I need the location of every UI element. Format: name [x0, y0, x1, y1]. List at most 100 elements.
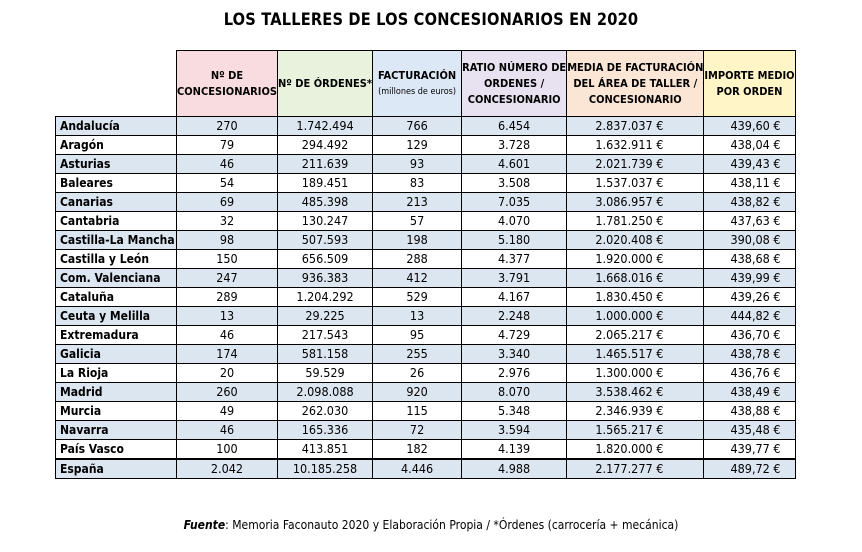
- facturacion-cell: 288: [372, 249, 463, 269]
- facturacion-cell: 920: [372, 382, 463, 402]
- concesionarios-cell: 20: [176, 363, 278, 383]
- header-line: CONCESIONARIOS: [177, 84, 277, 98]
- concesionarios-cell: 174: [176, 344, 278, 364]
- header-line: FACTURACIÓN: [378, 68, 457, 82]
- region-cell: Andalucía: [55, 116, 177, 136]
- table-row: Madrid 260 2.098.088 920 8.070 3.538.462 €438…: [55, 382, 796, 402]
- ratio-cell: 8.070: [461, 382, 568, 402]
- region-cell: Galicia: [55, 344, 177, 364]
- header-line: IMPORTE MEDIO: [704, 68, 795, 82]
- ordenes-cell: 2.098.088: [276, 382, 374, 402]
- importe-cell: 436,76 €: [703, 363, 796, 383]
- region-cell: Castilla y León: [55, 249, 177, 269]
- region-cell: Ceuta y Melilla: [55, 306, 177, 326]
- header-line: Nº DE ÓRDENES*: [277, 76, 373, 90]
- media-cell: 2.837.037 €: [566, 116, 705, 136]
- table-row: Com. Valenciana 247 936.383 412 3.791 1.668.0…: [55, 268, 796, 288]
- table-row: País Vasco 100 413.851 182 4.139 1.820.000 €4…: [55, 439, 796, 460]
- concesionarios-cell: 46: [176, 154, 278, 174]
- concesionarios-cell: 289: [176, 287, 278, 307]
- media-cell: 1.465.517 €: [566, 344, 705, 364]
- facturacion-cell: 255: [372, 344, 463, 364]
- ratio-cell: 3.594: [461, 420, 568, 440]
- ratio-cell: 3.340: [461, 344, 568, 364]
- importe-cell: 439,77 €: [703, 439, 796, 460]
- ordenes-cell: 936.383: [276, 268, 374, 288]
- importe-cell: 439,99 €: [703, 268, 796, 288]
- ordenes-cell: 211.639: [276, 154, 374, 174]
- header-line: DEL ÁREA DE TALLER /: [573, 76, 698, 90]
- facturacion-cell: 129: [372, 135, 463, 155]
- table-row: Ceuta y Melilla 13 29.225 13 2.248 1.000.000 …: [55, 306, 796, 326]
- region-cell: Canarias: [55, 192, 177, 212]
- media-cell: 3.538.462 €: [566, 382, 705, 402]
- table-row: Cataluña 289 1.204.292 529 4.167 1.830.450 €4…: [55, 287, 796, 307]
- ratio-cell: 7.035: [461, 192, 568, 212]
- media-cell: 2.065.217 €: [566, 325, 705, 345]
- importe-cell: 438,68 €: [703, 249, 796, 269]
- concesionarios-cell: 150: [176, 249, 278, 269]
- importe-cell: 438,78 €: [703, 344, 796, 364]
- ordenes-cell: 294.492: [276, 135, 374, 155]
- ratio-cell: 4.729: [461, 325, 568, 345]
- facturacion-cell: 4.446: [372, 458, 463, 479]
- table-row: Cantabria 32 130.247 57 4.070 1.781.250 €437,…: [55, 211, 796, 231]
- facturacion-cell: 182: [372, 439, 463, 460]
- ordenes-cell: 413.851: [276, 439, 374, 460]
- facturacion-cell: 72: [372, 420, 463, 440]
- importe-cell: 438,04 €: [703, 135, 796, 155]
- header-line: POR ORDEN: [716, 84, 783, 98]
- importe-cell: 439,60 €: [703, 116, 796, 136]
- media-cell: 1.300.000 €: [566, 363, 705, 383]
- media-cell: 1.830.450 €: [566, 287, 705, 307]
- table-row: Baleares 54 189.451 83 3.508 1.537.037 €438,1…: [55, 173, 796, 193]
- concesionarios-cell: 98: [176, 230, 278, 250]
- region-cell: Navarra: [55, 420, 177, 440]
- ordenes-cell: 1.742.494: [276, 116, 374, 136]
- table-row: Galicia 174 581.158 255 3.340 1.465.517 €438,…: [55, 344, 796, 364]
- ordenes-cell: 217.543: [276, 325, 374, 345]
- region-cell: Cataluña: [55, 287, 177, 307]
- table-row: Aragón 79 294.492 129 3.728 1.632.911 €438,04…: [55, 135, 796, 155]
- importe-cell: 436,70 €: [703, 325, 796, 345]
- region-cell: La Rioja: [55, 363, 177, 383]
- media-cell: 2.021.739 €: [566, 154, 705, 174]
- facturacion-cell: 83: [372, 173, 463, 193]
- ratio-cell: 3.508: [461, 173, 568, 193]
- ratio-cell: 5.348: [461, 401, 568, 421]
- header-line: Nº DE: [210, 68, 244, 82]
- media-cell: 1.820.000 €: [566, 439, 705, 460]
- ratio-cell: 2.976: [461, 363, 568, 383]
- table-row: Canarias 69 485.398 213 7.035 3.086.957 €438,…: [55, 192, 796, 212]
- header-media: MEDIA DE FACTURACIÓN DEL ÁREA DE TALLER …: [566, 50, 705, 117]
- region-cell: Com. Valenciana: [55, 268, 177, 288]
- importe-cell: 438,11 €: [703, 173, 796, 193]
- facturacion-cell: 57: [372, 211, 463, 231]
- media-cell: 2.020.408 €: [566, 230, 705, 250]
- header-line: MEDIA DE FACTURACIÓN: [567, 60, 704, 74]
- importe-cell: 438,82 €: [703, 192, 796, 212]
- facturacion-cell: 13: [372, 306, 463, 326]
- ratio-cell: 3.728: [461, 135, 568, 155]
- importe-cell: 437,63 €: [703, 211, 796, 231]
- concesionarios-cell: 247: [176, 268, 278, 288]
- table-row: Andalucía 270 1.742.494 766 6.454 2.837.037 €…: [55, 116, 796, 136]
- media-cell: 1.000.000 €: [566, 306, 705, 326]
- ordenes-cell: 1.204.292: [276, 287, 374, 307]
- facturacion-cell: 95: [372, 325, 463, 345]
- ordenes-cell: 507.593: [276, 230, 374, 250]
- region-cell: Murcia: [55, 401, 177, 421]
- header-ordenes: Nº DE ÓRDENES*: [276, 50, 374, 117]
- facturacion-cell: 26: [372, 363, 463, 383]
- concesionarios-cell: 69: [176, 192, 278, 212]
- media-cell: 1.565.217 €: [566, 420, 705, 440]
- importe-cell: 390,08 €: [703, 230, 796, 250]
- header-ratio: RATIO NÚMERO DE ORDENES / CONCESIONARIO: [461, 50, 568, 117]
- facturacion-cell: 213: [372, 192, 463, 212]
- table-row: Castilla-La Mancha 98 507.593 198 5.180 2.020…: [55, 230, 796, 250]
- facturacion-cell: 529: [372, 287, 463, 307]
- table-row: Murcia 49 262.030 115 5.348 2.346.939 €438,88…: [55, 401, 796, 421]
- ordenes-cell: 189.451: [276, 173, 374, 193]
- importe-cell: 438,49 €: [703, 382, 796, 402]
- concesionarios-cell: 32: [176, 211, 278, 231]
